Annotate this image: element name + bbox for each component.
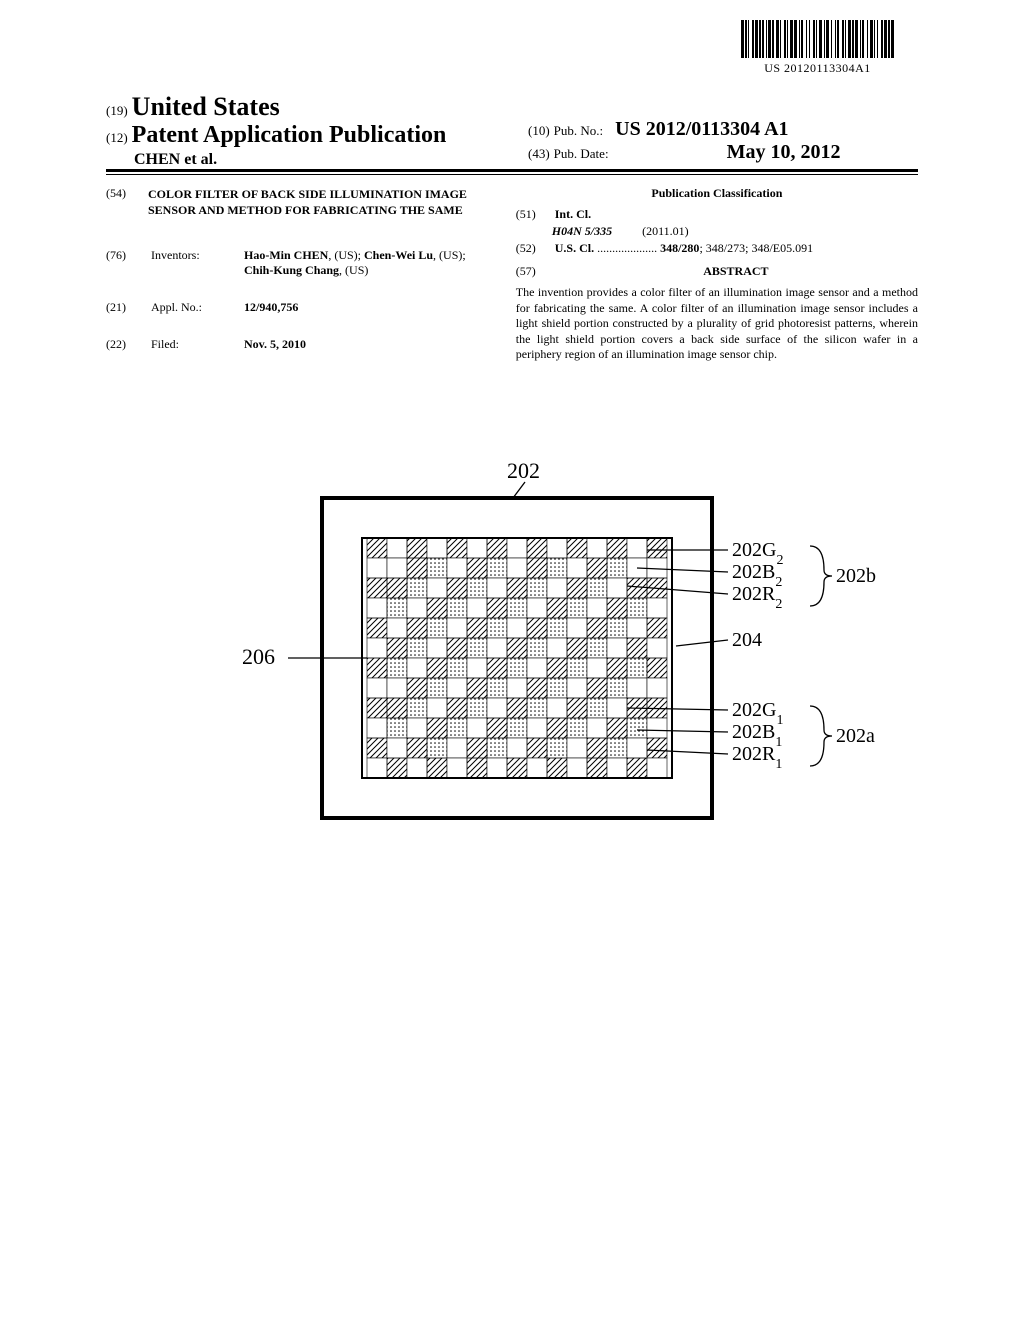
- code-51: (51): [516, 207, 552, 222]
- applno-value: 12/940,756: [244, 300, 298, 314]
- code-54: (54): [106, 186, 148, 201]
- code-19: (19): [106, 103, 128, 118]
- biblio-left-col: (54) COLOR FILTER OF BACK SIDE ILLUMINAT…: [106, 186, 496, 374]
- svg-text:202: 202: [507, 458, 540, 483]
- header-right: (10) Pub. No.: US 2012/0113304 A1 (43) P…: [512, 92, 918, 164]
- code-43: (43): [528, 146, 550, 161]
- uscl-dots: ....................: [597, 241, 660, 255]
- figure-svg: 202206202G2202B2202R2204202G1202B1202R12…: [102, 438, 922, 868]
- intcl-date: (2011.01): [642, 224, 689, 238]
- field-21-applno: (21) Appl. No.: 12/940,756: [106, 300, 496, 315]
- country-title: United States: [132, 92, 280, 121]
- svg-text:204: 204: [732, 629, 762, 651]
- uscl-label: U.S. Cl.: [555, 241, 594, 255]
- publication-type: Patent Application Publication: [132, 122, 447, 148]
- abstract-text: The invention provides a color filter of…: [516, 285, 918, 363]
- svg-text:202R2: 202R2: [732, 583, 782, 612]
- field-22-filed: (22) Filed: Nov. 5, 2010: [106, 337, 496, 352]
- header: (19) United States (12) Patent Applicati…: [106, 92, 918, 175]
- field-76-inventors: (76) Inventors: Hao-Min CHEN, (US); Chen…: [106, 248, 496, 278]
- uscl-rest: ; 348/273; 348/E05.091: [699, 241, 813, 255]
- rule-thin: [106, 174, 918, 175]
- pub-class-heading: Publication Classification: [516, 186, 918, 201]
- code-10: (10): [528, 123, 550, 138]
- code-22: (22): [106, 337, 148, 352]
- biblio-right-col: Publication Classification (51) Int. Cl.…: [496, 186, 918, 363]
- rule-thick: [106, 169, 918, 172]
- svg-text:202R1: 202R1: [732, 743, 782, 772]
- code-21: (21): [106, 300, 148, 315]
- field-54-title: (54) COLOR FILTER OF BACK SIDE ILLUMINAT…: [106, 186, 496, 218]
- pub-date-label: Pub. Date:: [554, 146, 609, 161]
- header-left: (19) United States (12) Patent Applicati…: [106, 92, 512, 169]
- svg-text:202a: 202a: [836, 725, 875, 747]
- applno-label: Appl. No.:: [151, 300, 241, 315]
- uscl-bold: 348/280: [660, 241, 699, 255]
- intcl-label: Int. Cl.: [555, 207, 591, 221]
- bibliographic-data: (54) COLOR FILTER OF BACK SIDE ILLUMINAT…: [106, 186, 918, 374]
- barcode-region: US 20120113304A1: [741, 20, 894, 76]
- patent-figure: 202206202G2202B2202R2204202G1202B1202R12…: [0, 438, 1024, 873]
- field-57-abstract-head: (57) ABSTRACT: [516, 260, 918, 283]
- filed-value: Nov. 5, 2010: [244, 337, 306, 351]
- authors: CHEN et al.: [134, 151, 512, 169]
- pub-no-label: Pub. No.:: [554, 123, 603, 138]
- inventors-value: Hao-Min CHEN, (US); Chen-Wei Lu, (US); C…: [244, 248, 484, 278]
- code-12: (12): [106, 130, 128, 145]
- code-57: (57): [516, 264, 552, 279]
- svg-text:206: 206: [242, 644, 275, 669]
- code-52: (52): [516, 241, 552, 256]
- field-51-intcl: (51) Int. Cl.: [516, 207, 918, 222]
- code-76: (76): [106, 248, 148, 263]
- abstract-heading: ABSTRACT: [555, 264, 917, 279]
- intcl-symbol: H04N 5/335: [552, 224, 612, 238]
- invention-title: COLOR FILTER OF BACK SIDE ILLUMINATION I…: [148, 186, 496, 218]
- field-52-uscl: (52) U.S. Cl. .................... 348/2…: [516, 241, 918, 256]
- barcode-stripes: [741, 20, 894, 58]
- pub-no: US 2012/0113304 A1: [615, 118, 788, 140]
- barcode-text: US 20120113304A1: [741, 61, 894, 76]
- pub-date: May 10, 2012: [727, 141, 841, 163]
- inventors-label: Inventors:: [151, 248, 241, 263]
- intcl-value-row: H04N 5/335 (2011.01): [552, 224, 918, 239]
- filed-label: Filed:: [151, 337, 241, 352]
- svg-text:202b: 202b: [836, 565, 876, 587]
